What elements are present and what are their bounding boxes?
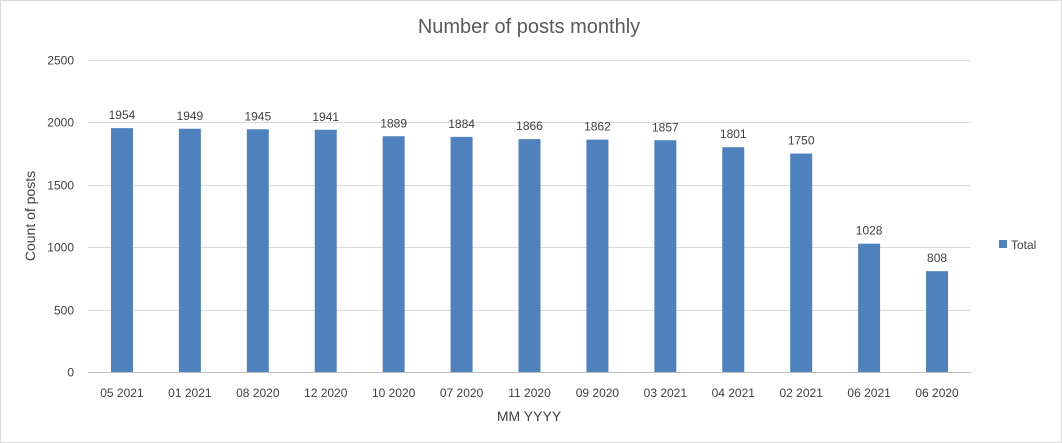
bar xyxy=(654,140,677,372)
bar xyxy=(858,243,881,372)
data-label: 1954 xyxy=(109,108,136,122)
x-tick-label: 01 2021 xyxy=(168,386,212,400)
bar xyxy=(110,128,133,372)
bar xyxy=(722,147,745,372)
x-tick-label: 05 2021 xyxy=(100,386,144,400)
x-tick-label: 11 2020 xyxy=(508,386,551,400)
y-axis-title: Count of posts xyxy=(22,171,38,261)
y-tick-label: 2500 xyxy=(47,54,74,68)
bar xyxy=(926,271,949,372)
x-axis-title: MM YYYY xyxy=(497,408,562,424)
data-label: 1941 xyxy=(312,110,339,124)
y-tick-label: 1000 xyxy=(47,241,74,255)
y-tick-label: 500 xyxy=(54,304,74,318)
legend-swatch-total xyxy=(999,240,1007,248)
data-label: 1945 xyxy=(244,109,271,123)
data-label: 1750 xyxy=(788,134,815,148)
data-label: 1949 xyxy=(177,109,204,123)
gridlines xyxy=(88,60,971,373)
data-label: 1862 xyxy=(584,120,611,134)
x-tick-label: 06 2020 xyxy=(915,386,959,400)
bar xyxy=(586,139,609,372)
x-axis-ticks: 05 2021 01 2021 08 2020 12 2020 10 2020 07 20… xyxy=(100,386,959,400)
y-tick-label: 2000 xyxy=(47,116,74,130)
x-tick-label: 04 2021 xyxy=(712,386,756,400)
bar xyxy=(382,136,405,372)
bars xyxy=(110,128,949,372)
bar xyxy=(246,129,269,372)
chart-title: Number of posts monthly xyxy=(418,16,640,38)
y-tick-label: 0 xyxy=(67,366,74,380)
bar xyxy=(178,128,201,372)
data-label: 1801 xyxy=(720,127,747,141)
data-labels: 1954 1949 1945 1941 1889 1884 1866 1862 1857 1801… xyxy=(109,108,948,265)
data-label: 808 xyxy=(927,251,947,265)
data-label: 1889 xyxy=(380,116,407,130)
legend-label-total: Total xyxy=(1011,238,1036,252)
x-tick-label: 07 2020 xyxy=(440,386,484,400)
y-tick-label: 1500 xyxy=(47,179,74,193)
data-label: 1028 xyxy=(856,224,883,238)
x-tick-label: 02 2021 xyxy=(779,386,823,400)
data-label: 1884 xyxy=(448,117,475,131)
data-label: 1866 xyxy=(516,119,543,133)
bar xyxy=(314,129,337,372)
x-tick-label: 06 2021 xyxy=(847,386,891,400)
x-tick-label: 09 2020 xyxy=(576,386,620,400)
x-tick-label: 08 2020 xyxy=(236,386,280,400)
x-tick-label: 12 2020 xyxy=(304,386,348,400)
bar xyxy=(450,136,473,372)
x-tick-label: 10 2020 xyxy=(372,386,416,400)
bar xyxy=(790,153,813,372)
x-tick-label: 03 2021 xyxy=(644,386,688,400)
data-label: 1857 xyxy=(652,120,679,134)
bar xyxy=(518,139,541,372)
legend: Total xyxy=(999,238,1036,252)
y-axis-ticks: 0 500 1000 1500 2000 2500 xyxy=(47,54,74,380)
